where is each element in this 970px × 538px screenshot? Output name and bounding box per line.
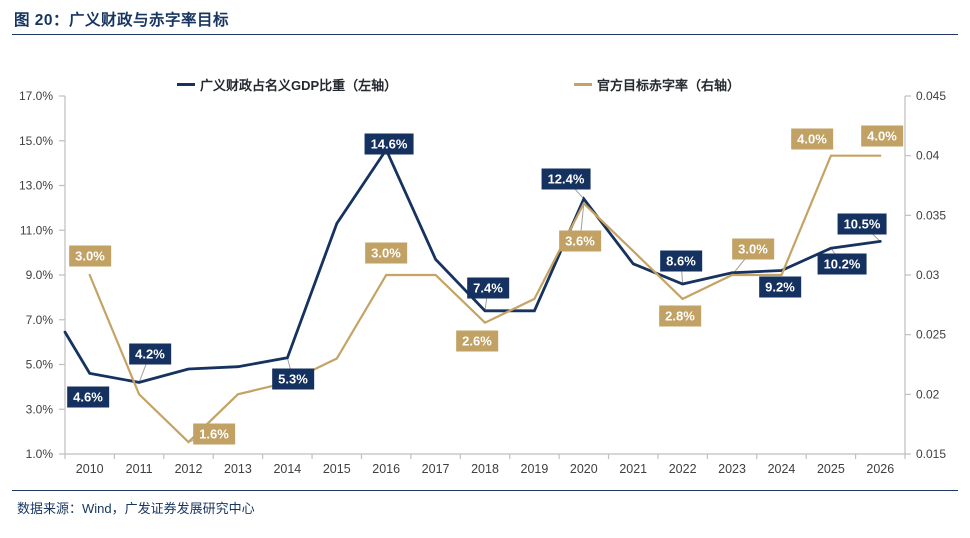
x-axis-tick-label: 2014: [273, 462, 301, 476]
legend-item-broad-fiscal: 广义财政占名义GDP比重（左轴）: [177, 76, 398, 93]
label-leader-line: [565, 178, 585, 200]
y-axis-right-tick-label: 0.035: [916, 208, 946, 222]
legend-label-deficit-target: 官方目标赤字率（右轴）: [597, 77, 741, 93]
y-axis-left-tick-label: 1.0%: [26, 447, 54, 461]
x-axis-tick-label: 2023: [718, 462, 746, 476]
x-axis-tick-label: 2015: [323, 462, 351, 476]
y-axis-right-tick-label: 0.02: [916, 387, 940, 401]
x-axis-tick-label: 2011: [126, 462, 153, 476]
y-axis-left-tick-label: 11.0%: [20, 223, 53, 237]
series-line-broad-fiscal: [63, 146, 882, 384]
y-axis-left-tick-label: 9.0%: [26, 268, 54, 282]
x-axis-tick-label: 2020: [570, 462, 598, 476]
x-axis-tick-label: 2017: [422, 462, 450, 476]
figure-title: 图 20：广义财政与赤字率目标: [14, 12, 230, 29]
y-axis-right-tick-label: 0.04: [916, 149, 940, 163]
label-leader-line: [830, 247, 843, 265]
y-axis-right-tick-label: 0.03: [916, 268, 940, 282]
x-axis-tick-label: 2024: [768, 462, 796, 476]
y-axis-left-tick-label: 5.0%: [26, 358, 54, 372]
x-axis-tick-label: 2012: [175, 462, 203, 476]
y-axis-right-tick-label: 0.045: [916, 89, 946, 103]
x-axis-tick-label: 2010: [76, 462, 104, 476]
series-line-deficit-target: [88, 154, 882, 444]
footer-divider: [12, 490, 958, 491]
legend-line-navy: [177, 82, 195, 86]
label-leader-line: [680, 260, 684, 284]
y-axis-right-tick-label: 0.015: [916, 447, 946, 461]
y-axis-left-tick-label: 15.0%: [19, 134, 53, 148]
legend-item-deficit-target: 官方目标赤字率（右轴）: [574, 76, 741, 93]
x-axis-tick-label: 2016: [372, 462, 400, 476]
legend-line-gold: [574, 82, 592, 86]
x-axis-tick-label: 2025: [817, 462, 845, 476]
y-axis-right-tick-label: 0.025: [916, 328, 946, 342]
y-axis-left-tick-label: 17.0%: [19, 89, 53, 103]
x-axis-tick-label: 2018: [471, 462, 499, 476]
x-axis-tick-label: 2021: [619, 462, 647, 476]
y-axis-left-tick-label: 3.0%: [26, 402, 54, 416]
title-divider: [12, 34, 958, 35]
y-axis-left-tick-label: 7.0%: [26, 313, 54, 327]
x-axis-tick-label: 2026: [866, 462, 894, 476]
label-leader-line: [861, 223, 881, 242]
y-axis-left-tick-label: 13.0%: [19, 179, 53, 193]
label-leader-line: [286, 357, 294, 380]
data-source-note: 数据来源：Wind，广发证券发展研究中心: [17, 501, 255, 516]
label-leader-line: [138, 353, 151, 383]
x-axis-tick-label: 2019: [521, 462, 549, 476]
label-leader-line: [484, 287, 489, 311]
x-axis-tick-label: 2013: [224, 462, 252, 476]
x-axis-tick-label: 2022: [669, 462, 697, 476]
legend-label-broad-fiscal: 广义财政占名义GDP比重（左轴）: [200, 77, 398, 93]
